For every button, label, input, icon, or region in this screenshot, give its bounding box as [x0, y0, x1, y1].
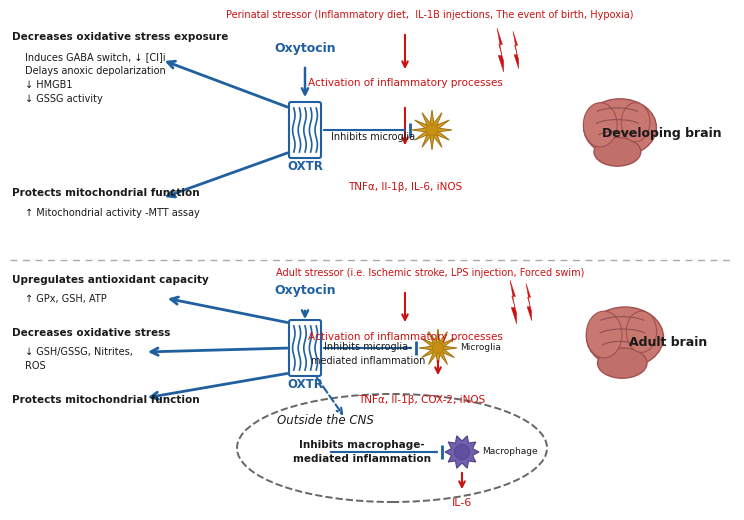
Circle shape [426, 124, 438, 136]
Text: Protects mitochondrial function: Protects mitochondrial function [12, 395, 199, 405]
Text: Outside the CNS: Outside the CNS [277, 413, 373, 426]
Polygon shape [510, 280, 516, 324]
Ellipse shape [237, 394, 547, 502]
Text: Inhibits microglia: Inhibits microglia [331, 132, 415, 142]
Text: Oxytocin: Oxytocin [275, 42, 336, 55]
Circle shape [455, 445, 469, 460]
Ellipse shape [621, 103, 650, 142]
Ellipse shape [583, 99, 656, 156]
Text: Decreases oxidative stress: Decreases oxidative stress [12, 328, 170, 338]
Polygon shape [513, 31, 519, 69]
Ellipse shape [594, 137, 641, 166]
Polygon shape [412, 110, 452, 150]
Text: IL-6: IL-6 [452, 498, 472, 508]
Text: OXTR: OXTR [287, 160, 323, 173]
Text: Adult brain: Adult brain [629, 336, 707, 349]
Ellipse shape [586, 307, 664, 368]
Text: TNFα, Il-1β, COX-2, iNOS: TNFα, Il-1β, COX-2, iNOS [359, 395, 486, 405]
Text: Protects mitochondrial function: Protects mitochondrial function [12, 188, 199, 198]
Polygon shape [526, 283, 532, 321]
Ellipse shape [597, 348, 647, 378]
Text: Activation of inflammatory processes: Activation of inflammatory processes [307, 78, 502, 88]
Text: Macrophage: Macrophage [482, 448, 538, 457]
Text: OXTR: OXTR [287, 378, 323, 391]
Polygon shape [445, 436, 479, 468]
Ellipse shape [586, 311, 622, 358]
Circle shape [432, 342, 443, 354]
FancyBboxPatch shape [289, 320, 321, 376]
Text: Microglia: Microglia [460, 344, 501, 353]
Polygon shape [497, 28, 504, 72]
FancyBboxPatch shape [289, 102, 321, 158]
Text: Developing brain: Developing brain [602, 126, 722, 139]
Text: Adult stressor (i.e. Ischemic stroke, LPS injection, Forced swim): Adult stressor (i.e. Ischemic stroke, LP… [276, 268, 584, 278]
Text: ↑ Mitochondrial activity -MTT assay: ↑ Mitochondrial activity -MTT assay [25, 208, 199, 218]
Text: ↓ GSH/GSSG, Nitrites,
ROS: ↓ GSH/GSSG, Nitrites, ROS [25, 347, 133, 371]
Polygon shape [419, 329, 457, 367]
Text: Upregulates antioxidant capacity: Upregulates antioxidant capacity [12, 275, 209, 285]
Text: Inhibits macrophage-
mediated inflammation: Inhibits macrophage- mediated inflammati… [293, 440, 431, 464]
Text: ↑ GPx, GSH, ATP: ↑ GPx, GSH, ATP [25, 294, 106, 304]
Text: Activation of inflammatory processes: Activation of inflammatory processes [307, 332, 502, 342]
Text: TNFα, Il-1β, IL-6, iNOS: TNFα, Il-1β, IL-6, iNOS [348, 182, 462, 192]
Text: Induces GABA switch, ↓ [Cl]i
Delays anoxic depolarization
↓ HMGB1
↓ GSSG activit: Induces GABA switch, ↓ [Cl]i Delays anox… [25, 52, 166, 104]
Text: Decreases oxidative stress exposure: Decreases oxidative stress exposure [12, 32, 228, 42]
Text: Perinatal stressor (Inflammatory diet,  IL-1B injections, The event of birth, Hy: Perinatal stressor (Inflammatory diet, I… [226, 10, 634, 20]
Text: Inhibits microglia-
mediated inflammation: Inhibits microglia- mediated inflammatio… [311, 342, 425, 366]
Text: Oxytocin: Oxytocin [275, 283, 336, 296]
Ellipse shape [626, 311, 657, 353]
Ellipse shape [583, 103, 617, 147]
